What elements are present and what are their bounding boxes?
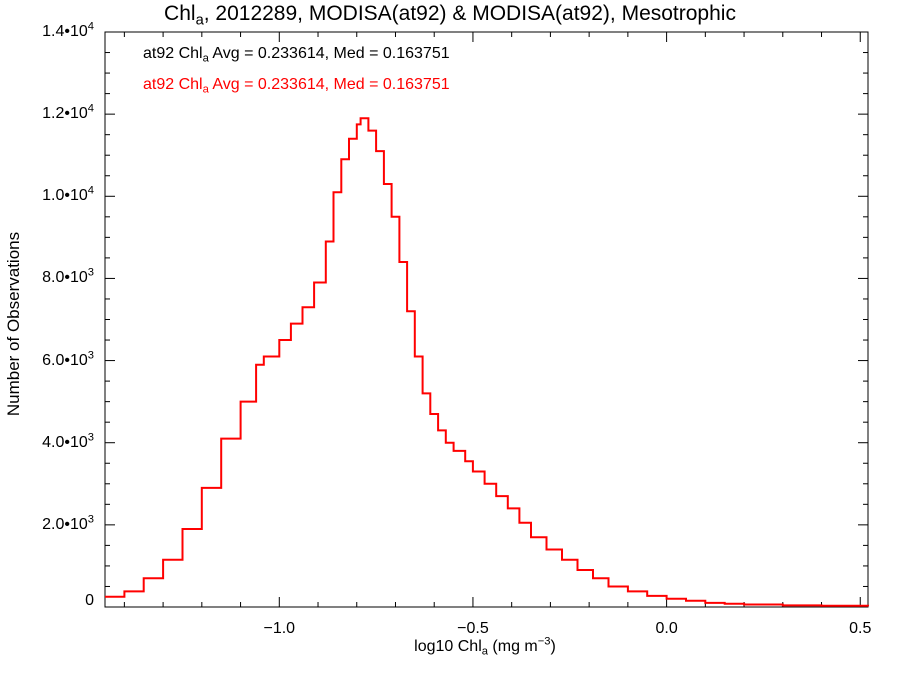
y-axis-label: Number of Observations bbox=[4, 231, 23, 417]
legend-entry-black: at92 Chla Avg = 0.233614, Med = 0.163751 bbox=[143, 45, 450, 65]
y-tick-label: 1.4•104 bbox=[42, 20, 94, 40]
chart-title: Chla, 2012289, MODISA(at92) & MODISA(at9… bbox=[164, 2, 736, 29]
x-tick-label: −0.5 bbox=[457, 620, 489, 637]
x-tick-label: −1.0 bbox=[263, 620, 296, 637]
y-tick-label: 6.0•103 bbox=[42, 348, 94, 369]
y-tick-label: 0 bbox=[85, 592, 94, 609]
y-tick-label: 4.0•103 bbox=[42, 430, 94, 451]
x-tick-label: 0.5 bbox=[849, 620, 872, 637]
y-tick-label: 1.2•104 bbox=[42, 102, 94, 123]
x-tick-label: 0.0 bbox=[655, 620, 678, 637]
series-layer bbox=[105, 117, 869, 607]
series-line-0 bbox=[105, 117, 869, 607]
axes-frame bbox=[104, 31, 869, 608]
y-tick-label: 8.0•103 bbox=[42, 266, 94, 287]
plot-frame bbox=[104, 31, 869, 608]
y-tick-label: 2.0•103 bbox=[42, 513, 94, 533]
y-tick-label: 1.0•104 bbox=[42, 184, 94, 205]
legend-entry-red: at92 Chla Avg = 0.233614, Med = 0.163751 bbox=[143, 76, 450, 96]
x-axis-label: log10 Chla (mg m−3) bbox=[414, 635, 556, 658]
